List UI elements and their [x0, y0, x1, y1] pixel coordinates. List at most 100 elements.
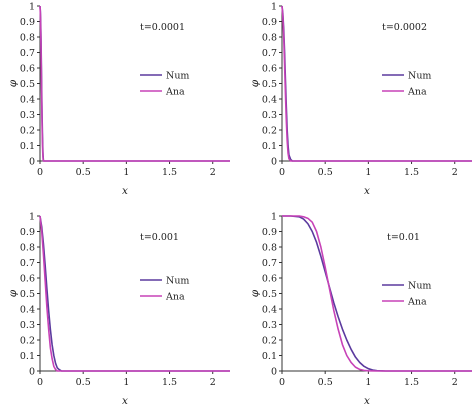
x-axis-title: x — [122, 395, 128, 407]
x-tick-label: 0 — [37, 377, 43, 388]
y-tick-label: 0.5 — [20, 289, 35, 300]
x-tick-label: 1 — [365, 377, 371, 388]
y-axis-title: φ — [249, 289, 261, 297]
x-tick-label: 1 — [365, 167, 371, 178]
y-tick-label: 0.7 — [262, 258, 277, 269]
x-tick-label: 1 — [123, 377, 129, 388]
y-tick-label: 0.8 — [262, 243, 277, 254]
y-tick-label: 0.1 — [20, 141, 35, 152]
x-tick-label: 1.5 — [162, 377, 177, 388]
x-tick-label: 0.5 — [76, 377, 91, 388]
x-tick-label: 1.5 — [404, 167, 419, 178]
legend: Num Ana — [382, 281, 431, 308]
series-line-ana — [39, 215, 230, 372]
y-tick-label: 0.5 — [262, 79, 277, 90]
legend-label-ana: Ana — [165, 87, 185, 98]
series-line-ana — [282, 215, 472, 372]
y-tick-label: 0.6 — [262, 64, 277, 75]
y-tick-label: 0.4 — [262, 305, 277, 316]
series-line-ana — [281, 5, 472, 162]
y-tick-label: 0.9 — [20, 17, 35, 28]
legend: Num Ana — [140, 71, 189, 98]
chart-panel: 0 0.1 0.2 0.3 0.4 0.5 0.6 0.7 0.8 0.9 1 0 0.5 1 1.5 2 x φ… — [249, 212, 472, 407]
y-tick-label: 0.9 — [262, 227, 277, 238]
y-tick-label: 0.4 — [262, 95, 277, 106]
series-line-num — [282, 215, 472, 372]
x-axis-title: x — [364, 185, 370, 197]
y-tick-label: 0.2 — [20, 126, 35, 137]
y-tick-label: 0.3 — [20, 320, 35, 331]
x-axis-title: x — [122, 185, 128, 197]
legend-label-ana: Ana — [407, 297, 427, 308]
chart-panel: 0 0.1 0.2 0.3 0.4 0.5 0.6 0.7 0.8 0.9 1 0 0.5 1 1.5 2 x φ… — [249, 2, 472, 197]
chart-panel: 0 0.1 0.2 0.3 0.4 0.5 0.6 0.7 0.8 0.9 1 0 0.5 1 1.5 2 x φ… — [7, 212, 230, 407]
y-tick-label: 0.2 — [262, 126, 277, 137]
time-annotation: t=0.001 — [140, 232, 179, 243]
legend: Num Ana — [140, 276, 189, 303]
x-tick-label: 0.5 — [318, 167, 333, 178]
legend-label-ana: Ana — [165, 292, 185, 303]
y-tick-label: 0.6 — [262, 274, 277, 285]
legend-label-ana: Ana — [407, 87, 427, 98]
y-tick-label: 0.1 — [20, 351, 35, 362]
y-tick-label: 0.8 — [20, 243, 35, 254]
y-tick-label: 0 — [271, 157, 277, 168]
y-tick-label: 0.3 — [262, 110, 277, 121]
time-annotation: t=0.0002 — [382, 22, 427, 33]
time-annotation: t=0.01 — [387, 232, 420, 243]
series-line-num — [281, 5, 472, 162]
y-axis-title: φ — [7, 289, 19, 297]
y-tick-label: 0.3 — [20, 110, 35, 121]
time-annotation: t=0.0001 — [140, 22, 185, 33]
x-tick-label: 2 — [452, 377, 458, 388]
legend-label-num: Num — [408, 281, 431, 292]
legend-label-num: Num — [166, 71, 189, 82]
y-tick-label: 0.8 — [262, 33, 277, 44]
y-tick-label: 0.4 — [20, 305, 35, 316]
y-tick-label: 0.7 — [20, 258, 35, 269]
legend-label-num: Num — [408, 71, 431, 82]
y-tick-label: 1 — [29, 212, 35, 223]
x-tick-label: 1.5 — [404, 377, 419, 388]
x-tick-label: 0 — [279, 377, 285, 388]
y-tick-label: 0.8 — [20, 33, 35, 44]
y-tick-label: 0 — [29, 367, 35, 378]
y-axis-title: φ — [249, 79, 261, 87]
y-tick-label: 0.1 — [262, 351, 277, 362]
x-tick-label: 1 — [123, 167, 129, 178]
x-tick-label: 0 — [279, 167, 285, 178]
y-tick-label: 0.7 — [262, 48, 277, 59]
series-line-num — [39, 5, 230, 162]
y-tick-label: 0.5 — [262, 289, 277, 300]
y-tick-label: 0.2 — [262, 336, 277, 347]
x-tick-label: 0.5 — [76, 167, 91, 178]
y-tick-label: 0.6 — [20, 64, 35, 75]
x-tick-label: 2 — [210, 377, 216, 388]
x-tick-label: 0.5 — [318, 377, 333, 388]
y-tick-label: 1 — [29, 2, 35, 13]
series-line-ana — [39, 5, 230, 162]
legend-label-num: Num — [166, 276, 189, 287]
y-tick-label: 0.7 — [20, 48, 35, 59]
y-tick-label: 1 — [271, 212, 277, 223]
x-tick-label: 1.5 — [162, 167, 177, 178]
legend: Num Ana — [382, 71, 431, 98]
y-tick-label: 0.6 — [20, 274, 35, 285]
x-tick-label: 0 — [37, 167, 43, 178]
series-line-num — [39, 215, 230, 372]
y-axis-title: φ — [7, 79, 19, 87]
chart-panel: 0 0.1 0.2 0.3 0.4 0.5 0.6 0.7 0.8 0.9 1 0 0.5 1 1.5 2 x φ… — [7, 2, 230, 197]
y-tick-label: 0.1 — [262, 141, 277, 152]
y-tick-label: 0.3 — [262, 320, 277, 331]
y-tick-label: 0.5 — [20, 79, 35, 90]
y-tick-label: 0.4 — [20, 95, 35, 106]
y-tick-label: 0.2 — [20, 336, 35, 347]
y-tick-label: 0.9 — [20, 227, 35, 238]
y-tick-label: 0 — [29, 157, 35, 168]
y-tick-label: 0.9 — [262, 17, 277, 28]
y-tick-label: 1 — [271, 2, 277, 13]
x-tick-label: 2 — [452, 167, 458, 178]
y-tick-label: 0 — [271, 367, 277, 378]
x-tick-label: 2 — [210, 167, 216, 178]
